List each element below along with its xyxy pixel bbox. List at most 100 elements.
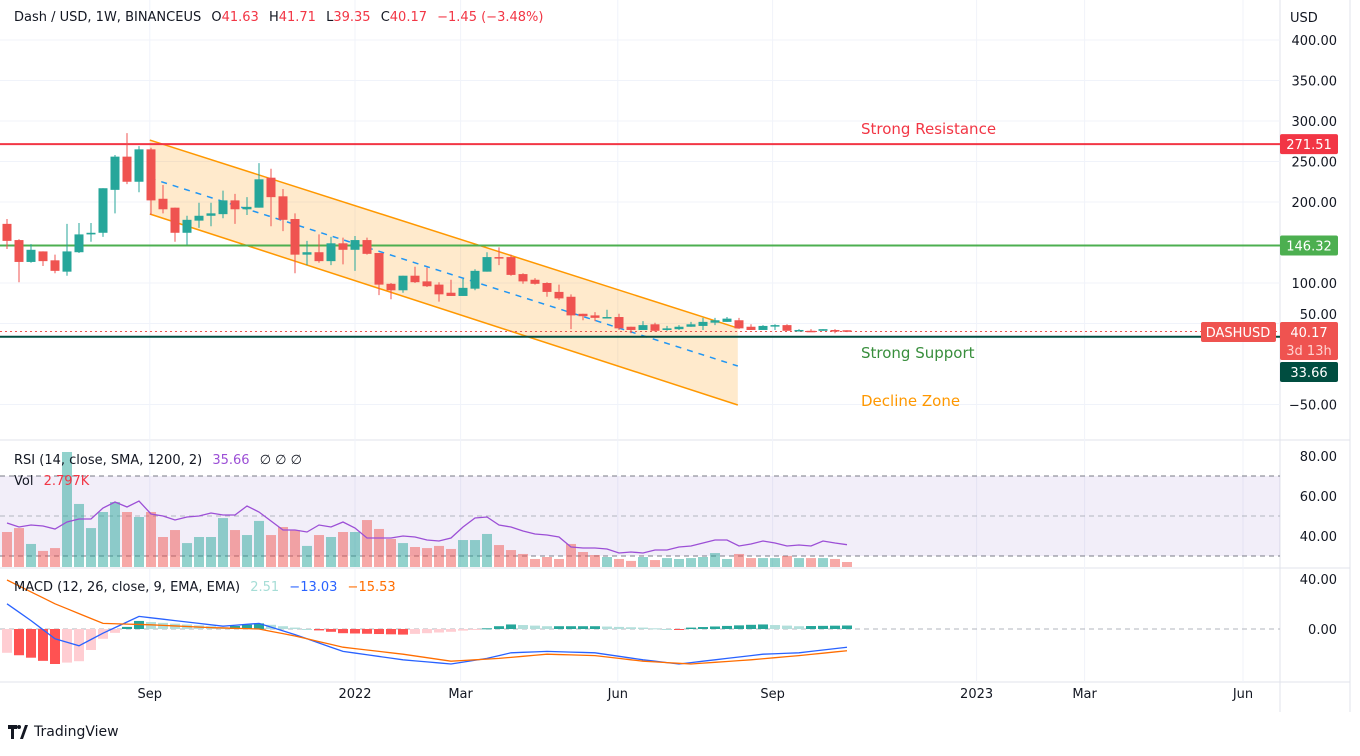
tradingview-logo[interactable]: TradingView — [8, 724, 119, 740]
candle-body[interactable] — [626, 326, 636, 330]
signal-line[interactable] — [6, 579, 848, 665]
candle-body[interactable] — [362, 240, 372, 254]
volume-bar — [14, 528, 24, 567]
candle-body[interactable] — [422, 281, 432, 287]
candle-body[interactable] — [338, 243, 348, 250]
candle-body[interactable] — [302, 252, 312, 255]
volume-bar — [578, 552, 588, 567]
candle-body[interactable] — [314, 252, 324, 262]
candle-body[interactable] — [482, 257, 492, 272]
candle-body[interactable] — [686, 324, 696, 327]
macd-histogram-bar — [2, 629, 12, 653]
candle-body[interactable] — [98, 188, 108, 233]
candle-body[interactable] — [230, 200, 240, 210]
last-price-label — [1280, 322, 1338, 360]
candle-body[interactable] — [38, 251, 48, 262]
candle-body[interactable] — [602, 317, 612, 319]
candle-body[interactable] — [158, 198, 168, 210]
candle-body[interactable] — [2, 223, 12, 241]
candle-body[interactable] — [518, 274, 528, 282]
candle-body[interactable] — [266, 177, 276, 198]
candle-body[interactable] — [50, 260, 60, 271]
candle-body[interactable] — [782, 325, 792, 331]
candle-body[interactable] — [818, 329, 828, 331]
candle-body[interactable] — [590, 315, 600, 318]
candle-body[interactable] — [86, 232, 96, 235]
candle-body[interactable] — [278, 196, 288, 220]
candle-body[interactable] — [554, 291, 564, 299]
candle-body[interactable] — [650, 324, 660, 331]
candle-body[interactable] — [506, 257, 516, 275]
candle-body[interactable] — [218, 200, 228, 215]
candle-body[interactable] — [446, 292, 456, 296]
decline-zone-annotation[interactable]: Decline Zone — [861, 392, 960, 410]
symbol-title[interactable]: Dash / USD, 1W, BINANCEUS — [14, 10, 202, 25]
candle-body[interactable] — [806, 330, 816, 333]
candle-body[interactable] — [566, 296, 576, 316]
candle-body[interactable] — [242, 206, 252, 210]
candle-body[interactable] — [206, 213, 216, 216]
candle-body[interactable] — [542, 283, 552, 292]
candle-body[interactable] — [254, 179, 264, 208]
candle-body[interactable] — [26, 249, 36, 262]
volume-bar — [230, 530, 240, 567]
candle-body[interactable] — [722, 318, 732, 322]
volume-bar — [722, 558, 732, 567]
candle-body[interactable] — [434, 284, 444, 295]
candle-body[interactable] — [146, 149, 156, 201]
resistance-annotation[interactable]: Strong Resistance — [861, 120, 996, 138]
volume-bar — [470, 540, 480, 567]
candle-body[interactable] — [710, 320, 720, 323]
macd-legend[interactable]: MACD (12, 26, close, 9, EMA, EMA) 2.51 −… — [14, 580, 402, 595]
macd-histogram-bar — [794, 626, 804, 629]
candle-body[interactable] — [614, 317, 624, 329]
channel-upper-line[interactable] — [149, 139, 739, 329]
candle-body[interactable] — [350, 240, 360, 250]
candle-body[interactable] — [386, 283, 396, 291]
candle-body[interactable] — [410, 275, 420, 283]
candle-body[interactable] — [578, 313, 588, 317]
candle-body[interactable] — [734, 320, 744, 329]
macd-line[interactable] — [6, 603, 848, 665]
volume-bar — [830, 558, 840, 567]
candle-body[interactable] — [662, 328, 672, 330]
candle-body[interactable] — [758, 325, 768, 330]
decline-channel-fill[interactable] — [149, 140, 738, 405]
candle-body[interactable] — [398, 275, 408, 291]
candle-body[interactable] — [842, 330, 852, 332]
candle-body[interactable] — [674, 326, 684, 330]
candle-body[interactable] — [638, 325, 648, 330]
candle-body[interactable] — [458, 287, 468, 296]
candle-body[interactable] — [14, 240, 24, 262]
candle-body[interactable] — [530, 279, 540, 284]
candle-body[interactable] — [62, 251, 72, 272]
candle-body[interactable] — [698, 321, 708, 326]
candle-body[interactable] — [830, 329, 840, 332]
candle-body[interactable] — [122, 156, 132, 182]
candle-body[interactable] — [182, 219, 192, 233]
candle-body[interactable] — [770, 325, 780, 327]
candle-body[interactable] — [794, 329, 804, 332]
candle-body[interactable] — [494, 257, 504, 259]
candle-body[interactable] — [326, 243, 336, 262]
candle-body[interactable] — [110, 156, 120, 190]
candle-body[interactable] — [194, 215, 204, 221]
vol-legend[interactable]: Vol 2.797K — [14, 474, 95, 489]
rsi-line[interactable] — [6, 500, 848, 554]
candle-body[interactable] — [470, 270, 480, 289]
macd-histogram-bar — [446, 629, 456, 632]
volume-bar — [26, 543, 36, 567]
time-tick-label: Sep — [138, 687, 163, 702]
candle-body[interactable] — [170, 207, 180, 233]
rsi-legend[interactable]: RSI (14, close, SMA, 1200, 2) 35.66 ∅ ∅ … — [14, 453, 308, 468]
candle-body[interactable] — [746, 326, 756, 330]
candle-body[interactable] — [134, 149, 144, 182]
support-annotation[interactable]: Strong Support — [861, 344, 975, 362]
macd-histogram-bar — [506, 624, 516, 629]
candle-body[interactable] — [290, 219, 300, 255]
volume-bar — [86, 528, 96, 567]
price-tick-label: 50.00 — [1300, 308, 1337, 323]
candle-body[interactable] — [74, 234, 84, 253]
candle-body[interactable] — [374, 253, 384, 285]
